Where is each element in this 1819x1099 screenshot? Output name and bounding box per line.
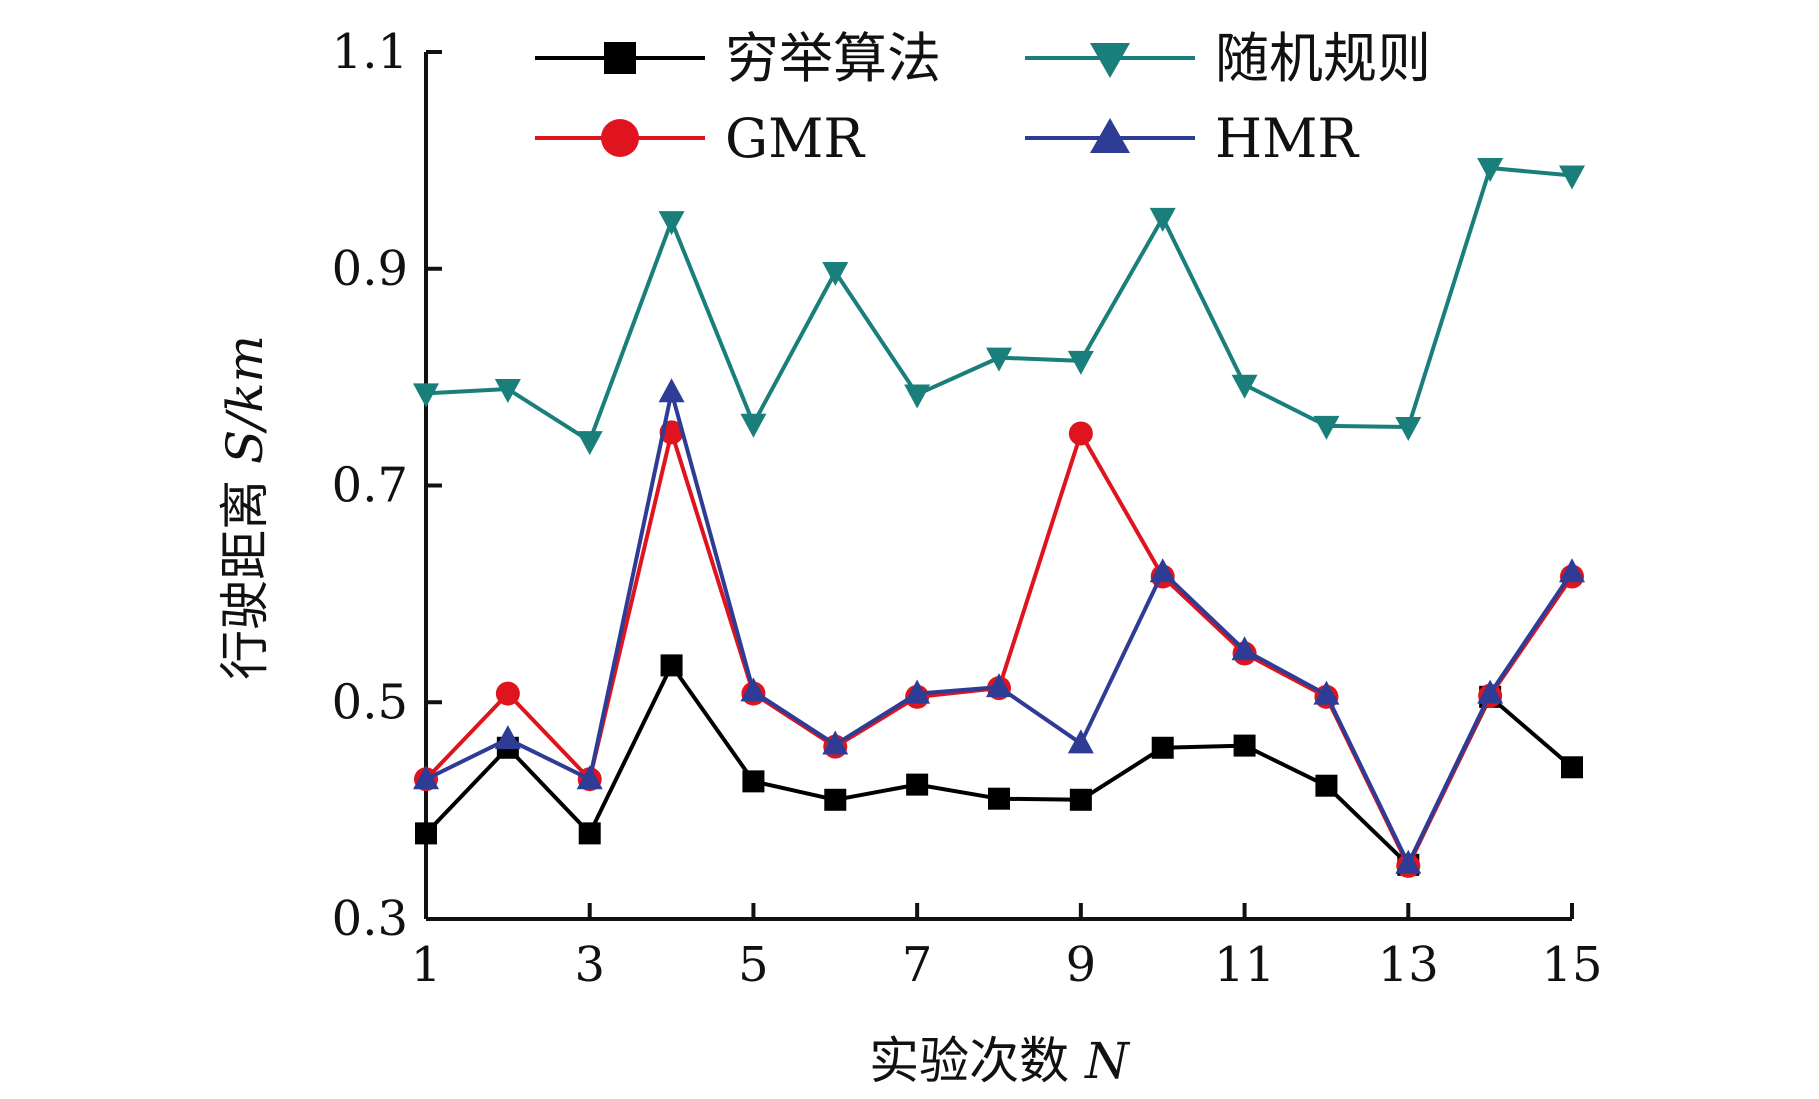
x-tick-label: 13 (1378, 937, 1439, 993)
series-0-point (1151, 736, 1174, 759)
series-1-point (904, 384, 931, 409)
series-3-point (1559, 558, 1585, 583)
x-tick-label: 9 (1066, 937, 1097, 993)
y-tick-label: 1.1 (332, 24, 408, 80)
series-0-point (1069, 788, 1092, 811)
y-axis-label-unit: S/km (216, 335, 274, 464)
series-0-point (415, 822, 437, 845)
y-axis-label: 行驶距离 S/km (216, 335, 274, 680)
series-3-point (1477, 679, 1504, 704)
series-0-point (906, 773, 929, 796)
legend-label: 随机规则 (1215, 27, 1431, 90)
series-3-point (986, 673, 1012, 698)
legend-marker (601, 119, 639, 157)
series-3-point (822, 730, 849, 755)
x-tick-label: 11 (1214, 937, 1275, 993)
series-3-point (1313, 680, 1340, 705)
y-tick-label: 0.9 (332, 241, 408, 297)
series-1-point (1313, 415, 1340, 440)
y-tick-label: 0.7 (332, 458, 408, 514)
legend-marker (604, 42, 636, 74)
series-3-point (1395, 849, 1422, 874)
series-1-point (740, 413, 767, 438)
series-2-point (1068, 421, 1093, 446)
y-tick-label: 0.3 (332, 891, 408, 947)
series-0-point (824, 788, 847, 811)
x-tick-label: 3 (574, 937, 605, 993)
series-3-point (1149, 558, 1176, 583)
y-axis-label-text: 行驶距离 (216, 464, 274, 680)
legend-marker (1090, 43, 1130, 78)
series-1-line (425, 165, 1573, 444)
x-axis-label-text: 实验次数 (869, 1032, 1085, 1090)
x-tick-label: 5 (738, 937, 769, 993)
series-1-point (1149, 207, 1176, 232)
x-tick-label: 1 (411, 937, 442, 993)
series-1-point (1067, 350, 1094, 375)
series-1-point (822, 262, 849, 287)
series-3-point (740, 677, 767, 702)
series-2-point (495, 681, 520, 706)
series-3-point (494, 725, 521, 750)
series-1-point (576, 431, 603, 456)
y-tick-label: 0.5 (332, 674, 408, 730)
series-0-point (1233, 734, 1256, 757)
series-0-point (742, 770, 765, 793)
legend-label: GMR (725, 107, 865, 170)
series-0-point (988, 787, 1010, 810)
series-1-point (986, 347, 1012, 372)
series-3-point (904, 679, 931, 704)
series-1-point (1231, 374, 1258, 399)
series-3-point (1067, 729, 1094, 754)
series-1-point (494, 379, 521, 404)
series-3-point (658, 378, 685, 403)
legend-label: 穷举算法 (725, 27, 941, 90)
x-tick-label: 7 (902, 937, 933, 993)
legend-label: HMR (1215, 107, 1359, 170)
series-0-point (578, 822, 601, 845)
series-0-point (660, 654, 683, 677)
series-3-point (413, 765, 439, 790)
series-1-point (413, 383, 439, 408)
series-1-point (1477, 157, 1504, 182)
series-1-point (1559, 165, 1585, 190)
x-axis-label-variable: N (1084, 1032, 1131, 1090)
series-1-point (1395, 416, 1422, 441)
x-tick-label: 15 (1541, 937, 1602, 993)
legend-marker (1090, 118, 1130, 153)
series-3-point (1231, 636, 1258, 661)
series-3-point (576, 765, 603, 790)
x-axis-label: 实验次数 N (869, 1032, 1131, 1090)
series-0-point (1561, 756, 1583, 779)
series-0-point (1315, 774, 1338, 797)
series-1-point (658, 211, 685, 236)
